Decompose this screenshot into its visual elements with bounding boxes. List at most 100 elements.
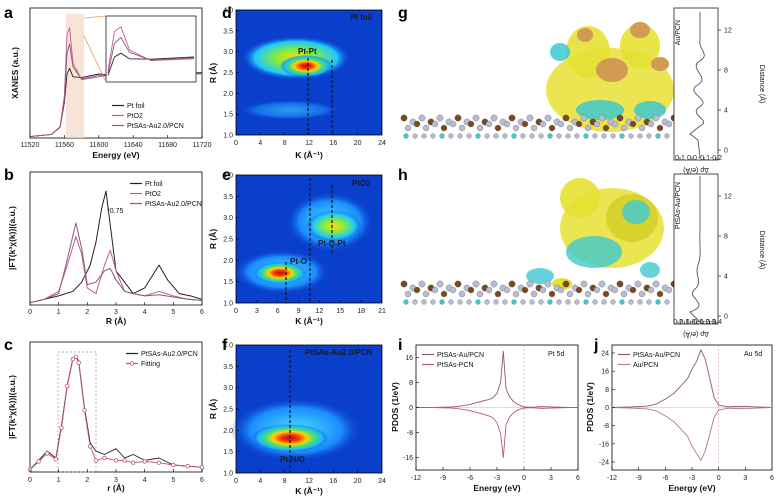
structure-h: PtSAs-Au/PCN 0 4 8 12 0.20.10.0-0.1-0.2-0.3… [400,173,767,339]
chart-b-xtick-label: 4 [143,309,147,316]
structure-g-atom [557,120,565,128]
structure-g-atom [421,133,427,139]
structure-h-atom [574,299,580,305]
chart-g-side-xtick-label: 0.1 [675,155,685,162]
chart-b-xtick-label: 6 [200,309,204,316]
chart-e-corner-label: PtO2 [352,179,371,188]
chart-g-side-xtick-label: -0.2 [710,155,722,162]
panel-label-j: j [593,337,598,354]
structure-g-atom [403,133,409,139]
chart-b-xticks: 0 1 2 3 4 5 6 [28,302,204,316]
chart-b: *0.75 Pt foil PtO2 PtSAs-Au2.0/PCN 0 1 2 3 4 5 6… [7,171,204,326]
structure-h-atom [430,299,436,305]
chart-e-lower-peak [254,262,306,284]
structure-g-atom [439,133,445,139]
chart-e-xlabel: K (Å⁻¹) [295,316,323,326]
structure-h-atom [422,290,430,298]
panel-label-b: b [4,167,14,184]
structure-h-atom [454,280,462,288]
chart-j-yticks: -24 -16 -8 0 8 16 24 [599,351,615,467]
chart-d-xtick-label: 12 [305,140,313,147]
chart-c-frame [29,341,203,473]
structure-g-atom [467,120,475,128]
chart-d-peak [280,55,332,77]
chart-d-ytick-label: 1.0 [223,133,233,140]
chart-d: Pt-Pt Pt foil 0 4 8 12 16 20 24 1.0 1.5 2.0 2.5 3.… [208,8,386,161]
chart-f-ytick-label: 1.0 [223,471,233,478]
structure-h-atom [647,286,655,294]
chart-a-xtick-label: 11640 [124,142,143,149]
structure-h-atom [418,280,426,288]
chart-b-xtick-label: 3 [114,309,118,316]
chart-e-xtick-label: 0 [234,308,238,315]
chart-f-ytick-label: 4.0 [223,343,233,350]
chart-c-legend-label: Fitting [141,361,160,368]
chart-g-side-ylabel: Distance (Å) [758,65,767,104]
chart-c-fit-point [130,460,136,465]
chart-e-xtick-label: 6 [276,308,280,315]
chart-i-legend-label: PtSAs-Au/PCN [437,352,484,359]
structure-g-atom [647,120,655,128]
chart-b-line [29,190,203,304]
structure-h-atom [490,280,498,288]
structure-h-atom [403,299,409,305]
chart-c-legend: PtSAs-Au2.0/PCN Fitting [126,351,198,368]
structure-g-atom [566,124,574,132]
chart-d-peak-label: Pt-Pt [298,47,317,56]
chart-c-xticks: 0 1 2 3 4 5 6 [28,469,204,484]
panel-label-c: c [4,337,13,354]
chart-h-side-yticks: 0 4 8 12 [718,194,732,321]
structure-g-atom [511,133,517,139]
structure-g-atom [544,114,552,122]
chart-c-legend-marker [129,361,135,366]
structure-g-atom [400,114,408,122]
chart-i-xtick-label: 6 [576,475,580,482]
structure-g-atom [556,133,562,139]
structure-h-atom [436,280,444,288]
chart-j-ytick-label: -16 [599,441,609,448]
chart-i-xtick-label: -3 [494,475,500,482]
chart-c-fit-point [113,458,119,463]
structure-g-atom [472,114,480,122]
structure-g-atom [575,120,583,128]
structure-g-atom [413,120,421,128]
structure-h-atom [485,286,493,294]
chart-i-line [416,350,578,408]
structure-h-atom [610,299,616,305]
chart-g-side-ytick-label: 8 [724,68,728,75]
structure-g-atom [629,120,637,128]
chart-j-ytick-label: 8 [605,387,609,394]
chart-a: Pt foil PtO2 PtSAs-Au2.0/PCN 11520 11560 116… [10,7,212,160]
structure-g-atom [418,114,426,122]
structure-h-atom [547,299,553,305]
chart-i-ylabel: PDOS (1/eV) [390,382,400,432]
structure-g-atom [490,114,498,122]
structure-h-atom [467,286,475,294]
chart-i-series [416,350,578,458]
chart-i-line [416,407,578,458]
chart-h-side-ytick-label: 12 [724,194,732,201]
chart-h-legend: PtSAs-Au/PCN [675,182,682,229]
structure-h-atom [664,299,670,305]
chart-c-fit-window [57,351,97,473]
chart-b-legend-label: Pt foil [145,181,163,188]
structure-g-atom [611,120,619,128]
chart-d-ytick-label: 4.0 [223,8,233,15]
chart-b-xtick-label: 1 [57,309,61,316]
structure-g-atom [616,114,624,122]
chart-f-xticks: 0 4 8 12 16 20 24 [234,470,386,485]
chart-b-line [29,222,203,304]
structure-h-atom [494,290,502,298]
structure-g-atom [422,124,430,132]
chart-e-peak-label-2: Pt-O-Pt [318,239,346,248]
structure-h-atom [565,299,571,305]
structure-g-atom [538,133,544,139]
chart-i-ytick-label: 16 [405,355,413,362]
chart-g-side-ytick-label: 12 [724,28,732,35]
structure-g-atom [664,133,670,139]
structure-h-atom [508,280,516,288]
chart-h-side-xtick-label: -0.1 [691,319,703,326]
structure-h-atom [593,286,601,294]
chart-d-ytick-label: 2.0 [223,91,233,98]
